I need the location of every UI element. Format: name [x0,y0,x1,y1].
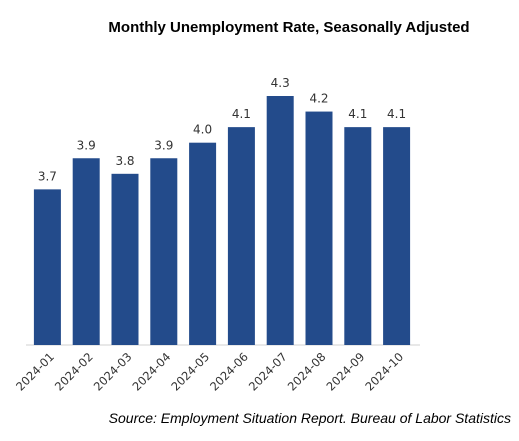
x-tick-label-2024-05: 2024-05 [168,350,212,394]
data-label-2024-10: 4.1 [387,107,406,121]
bar-2024-10 [383,127,411,345]
x-tick-label-2024-04: 2024-04 [130,350,174,394]
x-tick-label-2024-07: 2024-07 [246,350,290,394]
x-tick-labels-group: 2024-012024-022024-032024-042024-052024-… [13,350,406,394]
data-label-2024-09: 4.1 [348,107,367,121]
data-label-2024-05: 4.0 [193,123,212,137]
bar-2024-03 [111,173,139,345]
bar-2024-08 [305,111,333,345]
data-label-2024-01: 3.7 [38,169,57,183]
data-label-2024-03: 3.8 [115,154,134,168]
bar-2024-05 [189,142,217,345]
bar-2024-09 [344,127,372,345]
chart-title: Monthly Unemployment Rate, Seasonally Ad… [108,19,470,36]
x-tick-label-2024-08: 2024-08 [285,350,329,394]
data-labels-group: 3.7 3.9 3.8 3.9 4.0 4.1 4.3 4.2 4.1 4.1 [38,76,406,183]
x-tick-label-2024-10: 2024-10 [362,350,406,394]
bar-2024-01 [33,189,61,345]
bar-2024-02 [72,158,100,345]
bars-group [33,96,411,345]
bar-2024-06 [227,127,255,345]
bar-2024-04 [150,158,178,345]
data-label-2024-04: 3.9 [154,138,173,152]
data-label-2024-02: 3.9 [77,138,96,152]
data-label-2024-08: 4.2 [309,92,328,106]
x-tick-label-2024-02: 2024-02 [52,350,96,394]
x-tick-label-2024-09: 2024-09 [324,350,368,394]
data-label-2024-07: 4.3 [271,76,290,90]
x-tick-label-2024-03: 2024-03 [91,350,135,394]
data-label-2024-06: 4.1 [232,107,251,121]
bar-2024-07 [266,96,294,345]
x-tick-label-2024-01: 2024-01 [13,350,57,394]
chart-source: Source: Employment Situation Report. Bur… [108,410,511,426]
x-tick-label-2024-06: 2024-06 [207,350,251,394]
